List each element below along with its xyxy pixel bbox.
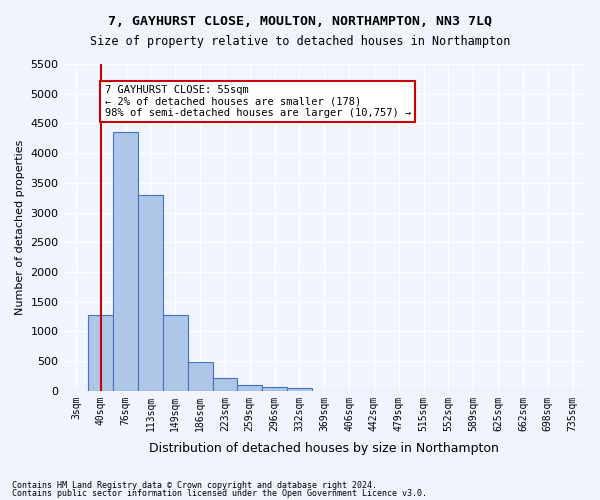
Text: Size of property relative to detached houses in Northampton: Size of property relative to detached ho… [90, 35, 510, 48]
Text: 7, GAYHURST CLOSE, MOULTON, NORTHAMPTON, NN3 7LQ: 7, GAYHURST CLOSE, MOULTON, NORTHAMPTON,… [108, 15, 492, 28]
Bar [262, 387, 287, 391]
Bar [188, 362, 212, 391]
Bar [138, 194, 163, 391]
Text: Contains HM Land Registry data © Crown copyright and database right 2024.: Contains HM Land Registry data © Crown c… [12, 481, 377, 490]
X-axis label: Distribution of detached houses by size in Northampton: Distribution of detached houses by size … [149, 442, 499, 455]
Bar [88, 316, 113, 391]
Bar [163, 316, 188, 391]
Text: 7 GAYHURST CLOSE: 55sqm
← 2% of detached houses are smaller (178)
98% of semi-de: 7 GAYHURST CLOSE: 55sqm ← 2% of detached… [104, 85, 411, 118]
Bar [238, 386, 262, 391]
Bar [287, 388, 312, 391]
Bar [113, 132, 138, 391]
Y-axis label: Number of detached properties: Number of detached properties [15, 140, 25, 315]
Text: Contains public sector information licensed under the Open Government Licence v3: Contains public sector information licen… [12, 488, 427, 498]
Bar [212, 378, 238, 391]
